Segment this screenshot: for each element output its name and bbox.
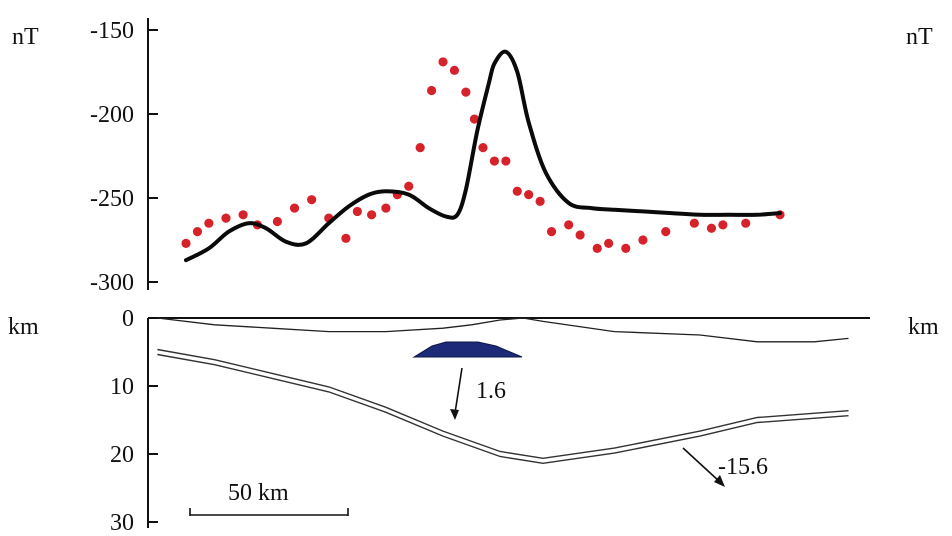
observed-point [307, 195, 317, 205]
bottom-ylabel-right: km [908, 314, 939, 340]
observed-point [501, 156, 511, 166]
observed-point [604, 238, 614, 248]
observed-point [238, 210, 248, 220]
top-ylabel-right: nT [906, 24, 933, 50]
observed-point [638, 235, 648, 245]
observed-point [341, 233, 351, 243]
boundary-line-lower [157, 353, 849, 465]
observed-point [352, 206, 362, 217]
bottom-y-tick-label: 0 [122, 306, 134, 332]
observed-point [575, 230, 585, 240]
arrow-15-6 [682, 447, 721, 483]
bottom-y-tick-label: 20 [110, 442, 134, 468]
arrow-1-6-head [450, 409, 459, 420]
observed-point [192, 227, 203, 237]
observed-point [289, 203, 300, 213]
observed-point [564, 220, 574, 230]
observed-point [706, 223, 717, 233]
annotation-1-6: 1.6 [476, 378, 506, 404]
anomaly-model-curve [184, 49, 782, 263]
top-y-tick-label: -300 [90, 270, 134, 296]
observed-point [221, 213, 231, 223]
bottom-ylabel-left: km [8, 314, 39, 340]
observed-point [689, 218, 699, 228]
arrow-1-6 [454, 367, 463, 414]
observed-point [489, 156, 500, 166]
observed-point [381, 203, 391, 213]
observed-point [661, 227, 671, 237]
top-y-tick-label: -200 [90, 102, 134, 128]
top-ylabel-left: nT [12, 24, 39, 50]
arrow-15-6-head [714, 475, 725, 487]
top-y-tick-label: -150 [90, 18, 134, 44]
observed-point [449, 65, 460, 75]
observed-point [512, 186, 522, 196]
magnetic-body [412, 341, 523, 358]
observed-point [478, 143, 488, 153]
observed-point [272, 216, 282, 227]
annotation-minus-15-6: -15.6 [718, 454, 768, 480]
observed-point [535, 196, 545, 206]
observed-point [546, 227, 557, 237]
sediment-basement-line [157, 317, 849, 343]
observed-point [621, 243, 631, 253]
observed-point [426, 85, 437, 96]
observed-point [404, 181, 414, 191]
top-y-tick-label: -250 [90, 186, 134, 212]
observed-point [438, 57, 448, 67]
bottom-y-tick-label: 10 [110, 374, 134, 400]
bottom-y-tick-label: 30 [110, 510, 134, 536]
observed-point [367, 210, 377, 220]
observed-point [524, 190, 534, 200]
boundary-line-upper [157, 348, 849, 460]
observed-point [415, 143, 425, 153]
observed-point [461, 87, 471, 97]
observed-point [741, 218, 751, 228]
observed-point [204, 218, 214, 228]
scalebar-label: 50 km [228, 480, 289, 506]
observed-point [181, 238, 191, 248]
observed-point [592, 243, 602, 253]
observed-point [469, 114, 480, 124]
observed-point [718, 220, 728, 230]
